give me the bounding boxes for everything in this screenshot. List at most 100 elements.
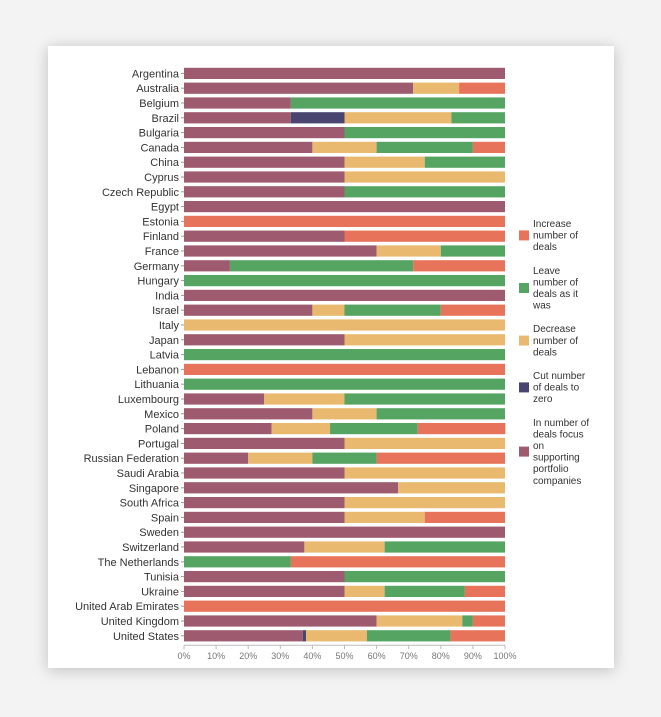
bar-segment[interactable] (424, 511, 505, 523)
bar-segment[interactable] (312, 452, 377, 464)
bar-segment[interactable] (184, 289, 505, 301)
bar-segment[interactable] (344, 511, 425, 523)
bar-segment[interactable] (184, 245, 377, 257)
bar-segment[interactable] (344, 437, 506, 449)
bar-segment[interactable] (184, 141, 313, 153)
bar-segment[interactable] (184, 423, 272, 435)
bar-segment[interactable] (184, 437, 345, 449)
legend-swatch (519, 283, 529, 293)
bar-segment[interactable] (184, 585, 345, 597)
bar-segment[interactable] (344, 186, 506, 198)
bar-segment[interactable] (184, 571, 345, 583)
bar-segment[interactable] (413, 260, 505, 272)
bar-segment[interactable] (344, 467, 506, 479)
bar-segment[interactable] (304, 541, 385, 553)
bar-segment[interactable] (376, 141, 473, 153)
bar-segment[interactable] (451, 112, 505, 124)
bar-segment[interactable] (184, 275, 505, 287)
bar-segment[interactable] (459, 82, 505, 94)
bar-segment[interactable] (184, 467, 345, 479)
bar-segment[interactable] (413, 82, 460, 94)
bar-segment[interactable] (384, 541, 505, 553)
bar-segment[interactable] (184, 482, 399, 494)
bar-segment[interactable] (184, 260, 230, 272)
bar-segment[interactable] (312, 141, 377, 153)
bar-segment[interactable] (462, 615, 473, 627)
legend-label: deals focus (533, 429, 584, 440)
chart-card: Argentina Australia Belgium Brazil Bulgaria C… (48, 46, 614, 668)
bar-segment[interactable] (344, 156, 425, 168)
bar-segment[interactable] (424, 156, 505, 168)
bar-segment[interactable] (184, 186, 345, 198)
x-tick-label: 0% (177, 651, 190, 661)
bar-segment[interactable] (472, 141, 505, 153)
bar-segment[interactable] (184, 497, 345, 509)
bar-segment[interactable] (472, 615, 505, 627)
bar-segment[interactable] (305, 630, 367, 642)
bar-segment[interactable] (184, 215, 505, 227)
bar-segment[interactable] (344, 127, 506, 139)
bar-segment[interactable] (344, 393, 506, 405)
bar-segment[interactable] (184, 67, 505, 79)
bar-segment[interactable] (376, 408, 505, 420)
bar-segment[interactable] (184, 334, 345, 346)
bar-segment[interactable] (184, 600, 505, 612)
bar-segment[interactable] (344, 304, 441, 316)
bar-segment[interactable] (376, 452, 505, 464)
bar-segment[interactable] (229, 260, 414, 272)
bar-segment[interactable] (184, 363, 505, 375)
bar-segment[interactable] (184, 171, 345, 183)
bar-segment[interactable] (344, 571, 506, 583)
bar-segment[interactable] (184, 615, 377, 627)
bar-segment[interactable] (344, 171, 506, 183)
category-label: Luxembourg (118, 394, 179, 406)
bar-segment[interactable] (398, 482, 505, 494)
bar-segment[interactable] (290, 112, 345, 124)
bar-segment[interactable] (184, 541, 305, 553)
bar-segment[interactable] (184, 112, 291, 124)
bar-segment[interactable] (376, 615, 463, 627)
bar-segment[interactable] (384, 585, 465, 597)
bar-segment[interactable] (184, 201, 505, 213)
bar-segment[interactable] (312, 408, 377, 420)
bar-segment[interactable] (184, 304, 313, 316)
bar-segment[interactable] (184, 378, 505, 390)
bar-segment[interactable] (184, 156, 345, 168)
bar-segment[interactable] (184, 526, 505, 538)
bar-segment[interactable] (184, 319, 505, 331)
bar-segment[interactable] (184, 97, 291, 109)
bar-segment[interactable] (184, 556, 291, 568)
bar-segment[interactable] (464, 585, 505, 597)
bar-segment[interactable] (344, 585, 385, 597)
bar-segment[interactable] (290, 556, 505, 568)
bar-segment[interactable] (366, 630, 451, 642)
legend-label: was (532, 301, 551, 312)
bar-segment[interactable] (344, 230, 506, 242)
legend-swatch (519, 446, 529, 457)
bar-segment[interactable] (184, 511, 345, 523)
bar-segment[interactable] (417, 423, 506, 435)
bar-segment[interactable] (440, 245, 505, 257)
bar-segment[interactable] (344, 334, 506, 346)
bar-segment[interactable] (184, 408, 313, 420)
bar-segment[interactable] (184, 127, 345, 139)
bar-segment[interactable] (184, 630, 303, 642)
bar-segment[interactable] (184, 349, 505, 361)
bar-segment[interactable] (330, 423, 418, 435)
bar-segment[interactable] (376, 245, 441, 257)
bar-segment[interactable] (184, 452, 249, 464)
bar-segment[interactable] (264, 393, 345, 405)
bar-segment[interactable] (312, 304, 345, 316)
bar-segment[interactable] (271, 423, 331, 435)
bar-segment[interactable] (302, 630, 306, 642)
bar-segment[interactable] (344, 112, 452, 124)
bar-segment[interactable] (184, 82, 414, 94)
bar-segment[interactable] (440, 304, 505, 316)
bar-segment[interactable] (290, 97, 505, 109)
bar-segment[interactable] (450, 630, 505, 642)
bar-segment[interactable] (184, 393, 265, 405)
bar-segment[interactable] (344, 497, 506, 509)
bar-segment[interactable] (184, 230, 345, 242)
category-label: France (145, 246, 179, 258)
bar-segment[interactable] (248, 452, 313, 464)
